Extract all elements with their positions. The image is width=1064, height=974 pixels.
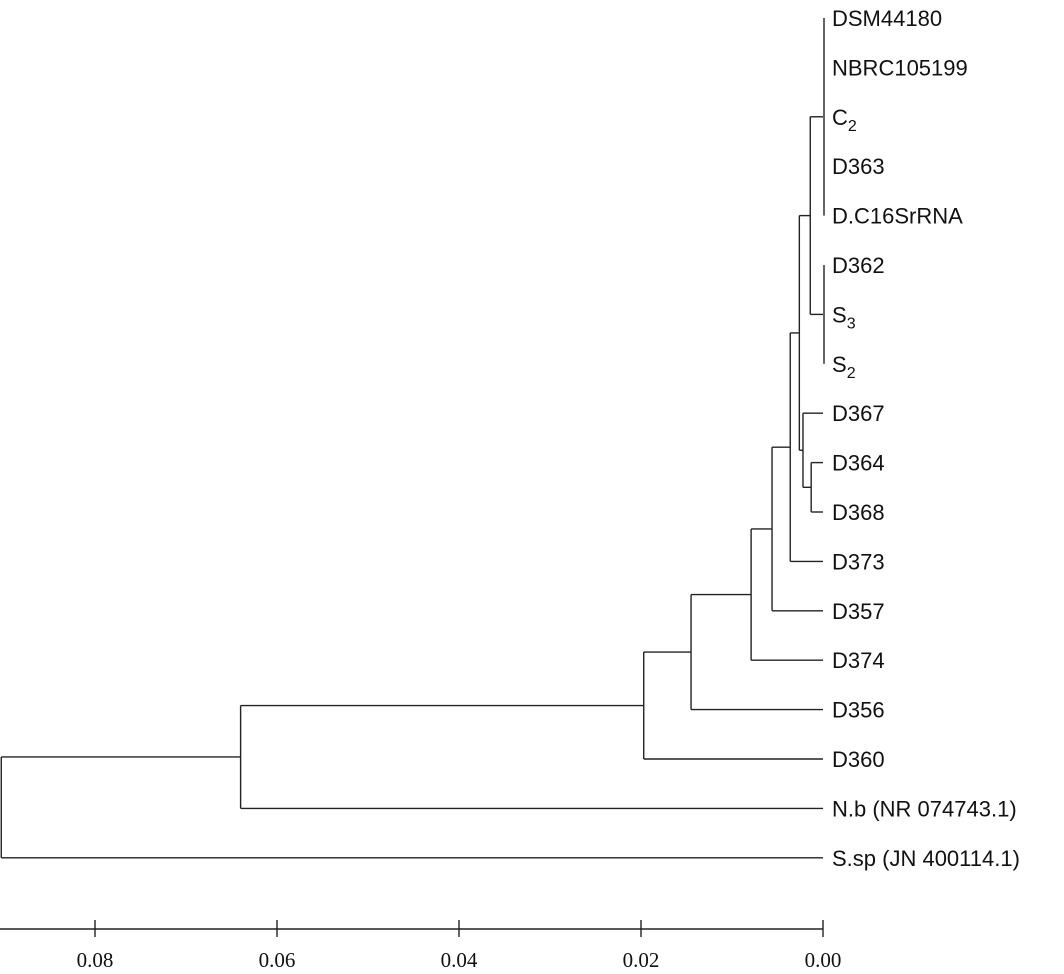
- distance-scale-axis: 0.08 0.06 0.04 0.02 0.00: [0, 920, 841, 972]
- axis-tick-label: 0.00: [805, 948, 842, 972]
- leaf-label: DSM44180: [832, 6, 942, 31]
- leaf-name: D374: [832, 648, 885, 673]
- leaf-label: D360: [832, 747, 885, 772]
- leaf-label: N.b (NR 074743.1): [832, 796, 1017, 821]
- leaf-name: DSM44180: [832, 6, 942, 31]
- leaf-subscript: 3: [847, 315, 856, 332]
- leaf-subscript: 2: [847, 365, 856, 382]
- leaf-name: C: [832, 105, 848, 130]
- leaf-name: S: [832, 352, 847, 377]
- leaf-name: D373: [832, 549, 885, 574]
- leaf-label: D374: [832, 648, 885, 673]
- axis-tick-label: 0.02: [623, 948, 660, 972]
- leaf-label: S2: [832, 352, 856, 382]
- leaf-name: D367: [832, 401, 885, 426]
- leaf-name: D368: [832, 500, 885, 525]
- leaf-name: N.b (NR 074743.1): [832, 796, 1017, 821]
- leaf-label: D368: [832, 500, 885, 525]
- leaf-labels: DSM44180NBRC105199C2D363D.C16SrRNAD362S3…: [832, 6, 1020, 871]
- leaf-label: D363: [832, 154, 885, 179]
- leaf-name: D356: [832, 698, 885, 723]
- leaf-label: NBRC105199: [832, 55, 968, 80]
- leaf-subscript: 2: [848, 118, 857, 135]
- leaf-label: D.C16SrRNA: [832, 204, 963, 229]
- leaf-name: S.sp (JN 400114.1): [832, 846, 1020, 871]
- leaf-name: D360: [832, 747, 885, 772]
- leaf-label: D367: [832, 401, 885, 426]
- leaf-name: NBRC105199: [832, 55, 968, 80]
- leaf-label: S3: [832, 302, 856, 332]
- axis-tick-label: 0.08: [77, 948, 114, 972]
- leaf-name: D364: [832, 451, 885, 476]
- leaf-name: D357: [832, 599, 885, 624]
- leaf-label: D364: [832, 451, 885, 476]
- leaf-label: D356: [832, 698, 885, 723]
- leaf-label: C2: [832, 105, 857, 135]
- axis-tick-label: 0.06: [259, 948, 296, 972]
- axis-tick-label: 0.04: [441, 948, 478, 972]
- leaf-name: D362: [832, 253, 885, 278]
- leaf-label: D362: [832, 253, 885, 278]
- leaf-label: S.sp (JN 400114.1): [832, 846, 1020, 871]
- leaf-name: D.C16SrRNA: [832, 204, 963, 229]
- tree-branches: [0, 18, 825, 859]
- leaf-name: D363: [832, 154, 885, 179]
- leaf-name: S: [832, 302, 847, 327]
- leaf-label: D373: [832, 549, 885, 574]
- leaf-label: D357: [832, 599, 885, 624]
